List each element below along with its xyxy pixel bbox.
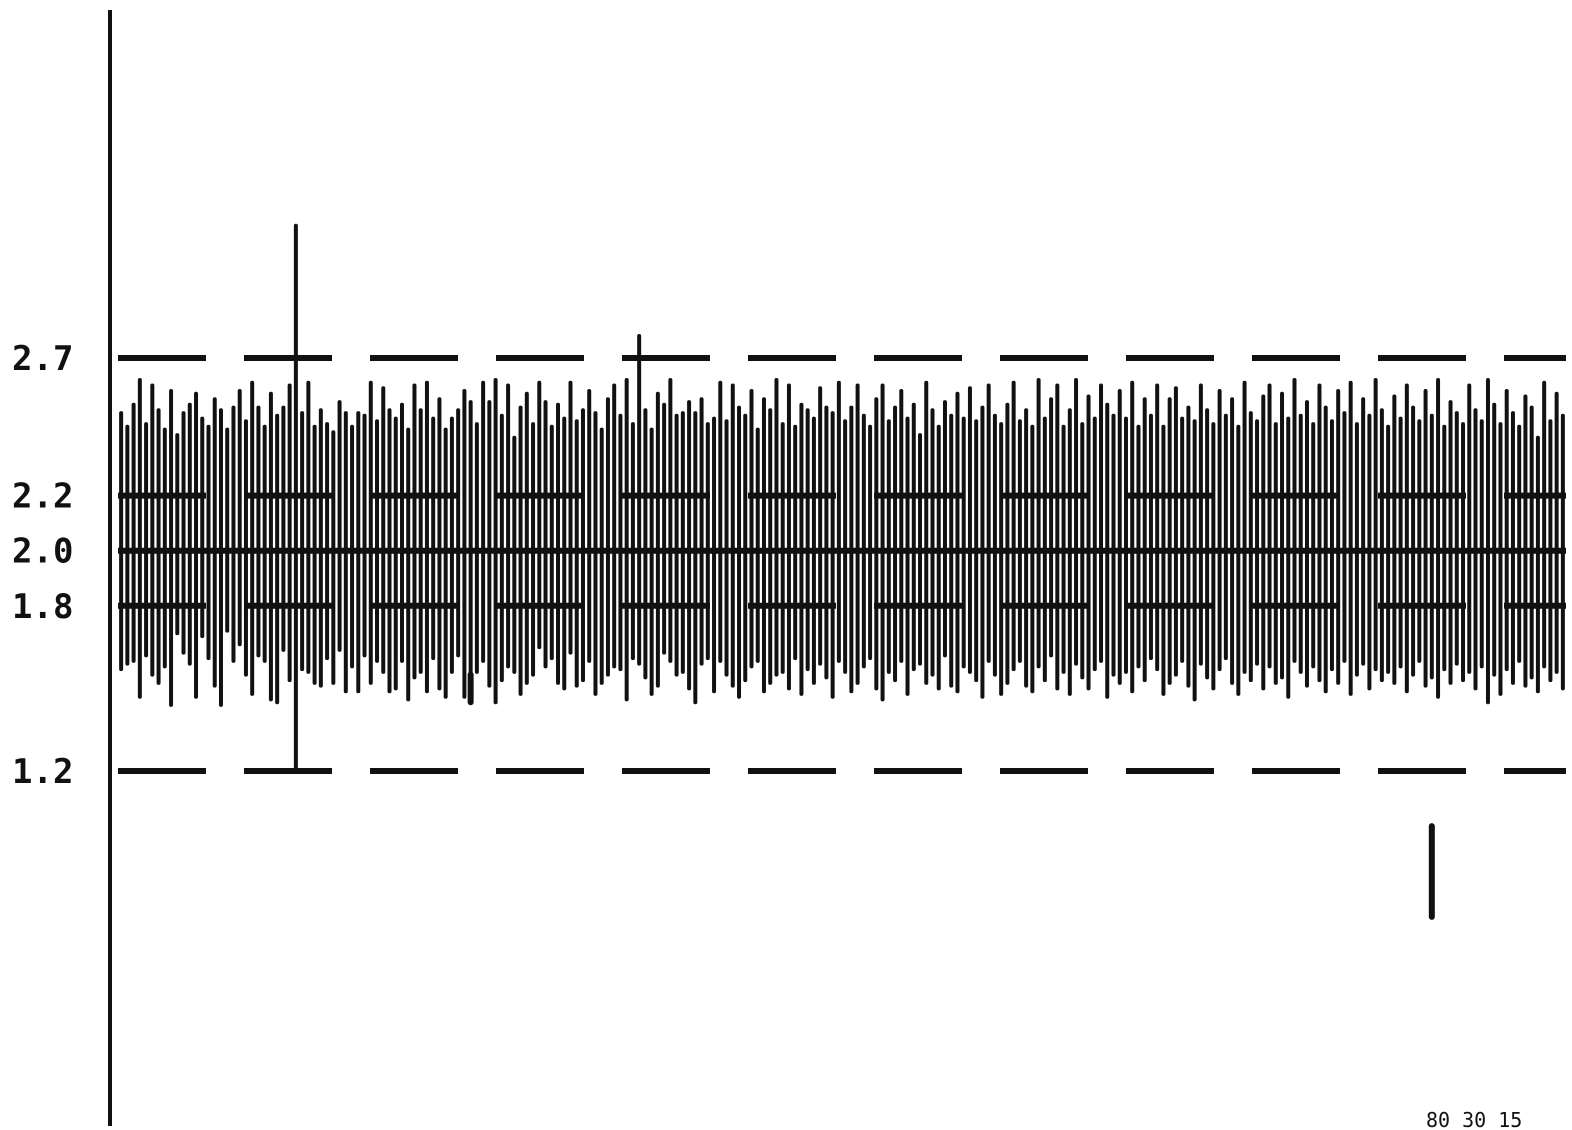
y-tick-label: 1.8 [12,587,73,627]
figure-id-label: 80 30 15 [1426,1108,1522,1130]
y-tick-label: 2.0 [12,532,73,572]
y-tick-label: 1.2 [12,752,73,792]
y-tick-labels: 2.7 2.2 2.0 1.8 1.2 [12,339,73,792]
y-tick-label: 2.2 [12,477,73,517]
range-bars [119,223,1565,920]
y-tick-label: 2.7 [12,339,73,379]
